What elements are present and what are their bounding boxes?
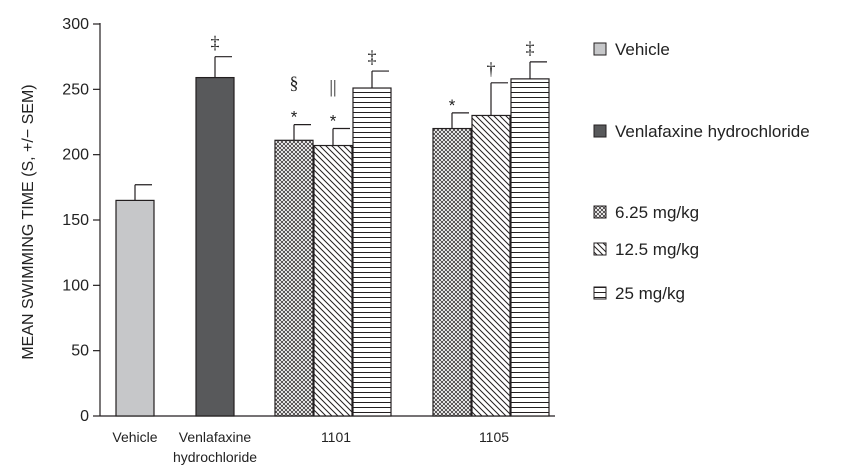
bars: ‡ * § * || ‡ * † ‡ (115, 33, 550, 417)
bar (510, 78, 550, 417)
bar (274, 139, 314, 417)
legend-swatch (593, 124, 607, 138)
y-axis-label: MEAN SWIMMING TIME (S, +/− SEM) (20, 84, 37, 359)
significance-mark: * (330, 112, 337, 131)
bar (471, 114, 511, 417)
legend-label: 6.25 mg/kg (615, 203, 699, 222)
significance-mark: ‡ (526, 38, 535, 58)
bar (115, 199, 155, 417)
legend-swatch (593, 205, 607, 219)
bar (313, 144, 353, 417)
category-label: hydrochloride (173, 449, 257, 465)
significance-mark: * (291, 108, 298, 127)
bar (352, 87, 392, 417)
legend-swatch (593, 42, 607, 56)
y-tick-label: 200 (62, 147, 89, 164)
y-tick-label: 250 (62, 81, 89, 98)
legend: Vehicle Venlafaxine hydrochloride 6.25 mg/… (593, 40, 810, 303)
axes: 0 50 100 150 200 250 300 (62, 16, 555, 425)
legend-label: Vehicle (615, 40, 670, 59)
y-tick-label: 300 (62, 16, 89, 33)
y-tick-label: 0 (80, 408, 89, 425)
significance-mark: * (449, 96, 456, 115)
category-label: Vehicle (112, 429, 157, 445)
legend-label: 12.5 mg/kg (615, 240, 699, 259)
significance-mark: ‡ (368, 47, 377, 67)
category-label: 1101 (321, 429, 351, 445)
significance-mark: || (329, 77, 336, 97)
bar (432, 127, 472, 417)
legend-label: 25 mg/kg (615, 284, 685, 303)
bar (195, 76, 235, 417)
significance-mark: ‡ (211, 33, 220, 53)
legend-swatch (593, 242, 607, 256)
y-tick-label: 50 (71, 343, 89, 360)
significance-mark: § (290, 73, 299, 93)
significance-mark: † (487, 59, 496, 79)
y-tick-label: 100 (62, 277, 89, 294)
legend-swatch (593, 286, 607, 300)
category-label: 1105 (479, 429, 509, 445)
legend-label: Venlafaxine hydrochloride (615, 122, 810, 141)
category-label: Venlafaxine (179, 429, 252, 445)
y-tick-label: 150 (62, 212, 89, 229)
category-labels: Vehicle Venlafaxine hydrochloride 1101 1105 (112, 429, 509, 465)
